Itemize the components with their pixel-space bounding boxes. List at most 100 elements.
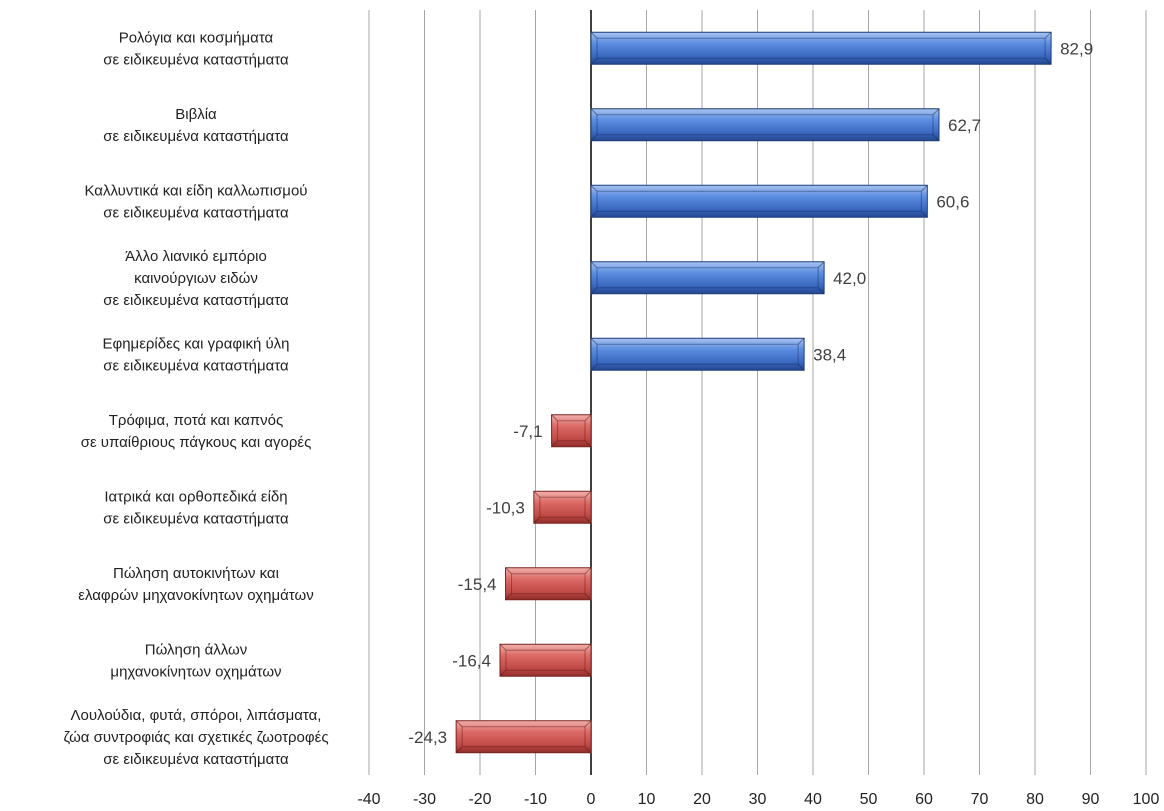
bar-bevel [505,649,586,671]
category-label-line: σε ειδικευμένα καταστήματα [103,128,289,145]
bar [590,184,928,218]
category-label-line: Καλλυντικά και είδη καλλωπισμού [84,182,307,199]
category-label-line: Εφημερίδες και γραφική ύλη [102,335,289,352]
category-label-line: σε ειδικευμένα καταστήματα [103,51,289,68]
x-tick-labels: -40 -30 -20 -10 0 10 20 30 40 50 60 70 80 90 100 [357,791,1159,808]
x-tick-label: 40 [804,791,822,808]
bar-bevel-edge [505,567,512,575]
bar-bevel-edge [817,261,825,269]
data-label: 62,7 [948,116,981,135]
bar-bevel-edge [584,414,592,422]
bar-bevel-edge [499,669,507,677]
data-label: -7,1 [513,422,542,441]
bar [590,261,825,295]
data-label: -10,3 [486,498,525,517]
bar [499,643,592,677]
bar-bevel-edge [533,516,541,524]
bar-bevel-edge [797,337,805,345]
bar-bevel [461,726,586,748]
x-tick-label: 80 [1026,791,1044,808]
bar-bevel-edge [455,720,463,728]
x-tick-label: -20 [468,791,491,808]
bar [590,337,805,371]
x-tick-label: 100 [1133,791,1160,808]
data-label: 42,0 [833,269,866,288]
x-tick-label: 30 [749,791,767,808]
bar-bevel [596,267,819,289]
category-label: Λουλούδια, φυτά, σπόροι, λιπάσματα, ζώα σ… [63,707,328,768]
bar [533,490,592,524]
x-tick-label: 70 [971,791,989,808]
bar-bevel-edge [590,31,598,39]
bar-bevel-edge [499,643,507,651]
category-label-line: Τρόφιμα, ποτά και καπνός [109,412,283,429]
bar-body [590,337,805,371]
category-label: Βιβλία σε ειδικευμένα καταστήματα [103,106,289,145]
bar-bevel [511,573,586,595]
bar-body [499,643,592,677]
category-label: Πώληση άλλων μηχανοκίνητων οχημάτων [110,641,281,680]
bar-body [590,108,940,142]
bar-bevel-edge [817,287,825,295]
x-tick-label: -10 [524,791,547,808]
bar-bevel [539,496,586,518]
bar-bevel-edge [590,261,598,269]
x-tick-label: -40 [357,791,380,808]
category-label: Καλλυντικά και είδη καλλωπισμού σε ειδικε… [84,182,307,221]
bar-bevel-edge [584,746,592,754]
category-label: Τρόφιμα, ποτά και καπνός σε υπαίθριους πά… [81,412,312,451]
bar [551,414,592,448]
category-label: Άλλο λιανικό εμπόριο καινούργιων ειδών σε … [103,248,289,309]
data-label: -15,4 [458,575,497,594]
bar-body [590,261,825,295]
category-label-line: σε ειδικευμένα καταστήματα [103,357,289,374]
bar-bevel-edge [584,669,592,677]
bar-bevel-edge [584,490,592,498]
bar [590,108,940,142]
data-label: 82,9 [1060,39,1093,58]
data-label: 38,4 [813,345,846,364]
bar-bevel-edge [590,134,598,142]
category-label: Ρολόγια και κοσμήματα σε ειδικευμένα κατα… [103,29,289,68]
category-label-line: σε υπαίθριους πάγκους και αγορές [81,434,312,451]
x-tick-label: 60 [915,791,933,808]
category-label: Πώληση αυτοκινήτων και ελαφρών μηχανοκίνη… [78,565,313,604]
bar-body [455,720,592,754]
bar-bevel-edge [797,363,805,371]
category-label-line: Ιατρικά και ορθοπεδικά είδη [104,488,287,505]
bar-bevel-edge [584,440,592,448]
bar-bevel-edge [590,108,598,116]
bar-bevel-edge [551,414,558,422]
bar-bevel [596,190,922,212]
data-labels: 82,9 62,7 60,6 42,0 38,4 -7,1 -10,3 -15,4 -16,4 -… [408,39,1093,747]
x-tick-label: -30 [413,791,436,808]
bar-bevel-edge [920,210,928,218]
category-label-line: καινούργιων ειδών [134,270,258,287]
bar-bevel-edge [584,720,592,728]
bar-bevel-edge [551,440,558,448]
category-label-line: Πώληση άλλων [145,641,248,658]
bar-body [505,567,592,601]
category-label-line: ελαφρών μηχανοκίνητων οχημάτων [78,587,313,604]
bar-bevel-edge [584,567,592,575]
bar-bevel-edge [590,57,598,65]
bar-bevel-edge [590,337,598,345]
bar-bevel [557,420,586,442]
data-label: -16,4 [452,651,491,670]
bar-bevel [596,114,934,136]
bars [455,31,1052,754]
bar-bevel-edge [932,108,940,116]
category-label-line: σε ειδικευμένα καταστήματα [103,510,289,527]
bar-bevel-edge [584,516,592,524]
category-label-line: Πώληση αυτοκινήτων και [113,565,279,582]
x-tick-label: 10 [638,791,656,808]
category-label: Εφημερίδες και γραφική ύλη σε ειδικευμένα… [102,335,289,374]
category-label-line: σε ειδικευμένα καταστήματα [103,204,289,221]
bar-bevel-edge [590,184,598,192]
data-label: 60,6 [936,192,969,211]
category-label-line: Άλλο λιανικό εμπόριο [125,248,267,265]
bar-body [590,31,1052,65]
bar-bevel-edge [1044,57,1052,65]
category-label-line: Ρολόγια και κοσμήματα [119,29,274,46]
